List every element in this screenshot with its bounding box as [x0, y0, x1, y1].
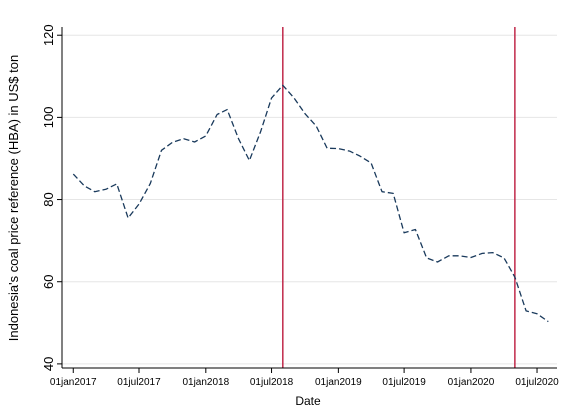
data-point	[172, 142, 173, 143]
data-point	[94, 191, 95, 192]
data-point	[105, 189, 106, 190]
y-tick-label: 80	[41, 192, 56, 206]
data-point	[150, 183, 151, 184]
reference-lines	[282, 27, 516, 368]
x-tick-label: 01jul2017	[117, 377, 161, 388]
data-point	[194, 141, 195, 142]
data-point	[116, 183, 117, 184]
data-point	[73, 173, 74, 174]
data-point	[503, 257, 504, 258]
data-point	[205, 135, 206, 136]
x-axis-title: Date	[295, 394, 321, 408]
data-point	[127, 217, 128, 218]
data-point	[216, 114, 217, 115]
data-point	[338, 148, 339, 149]
data-point	[260, 131, 261, 132]
x-tick-label: 01jan2020	[448, 377, 495, 388]
data-point	[249, 160, 250, 161]
data-point	[282, 85, 283, 86]
y-tick-label: 40	[41, 357, 56, 371]
data-point	[316, 125, 317, 126]
data-point	[526, 310, 527, 311]
data-point	[393, 193, 394, 194]
data-point	[482, 253, 483, 254]
axes	[61, 27, 557, 369]
x-tick-label: 01jan2018	[182, 377, 229, 388]
x-tick-label: 01jan2017	[50, 377, 97, 388]
data-point	[536, 313, 537, 314]
data-point	[448, 255, 449, 256]
data-point	[404, 232, 405, 233]
y-tick-label: 60	[41, 274, 56, 288]
x-tick-label: 01jul2018	[250, 377, 294, 388]
x-tick-label: 01jan2019	[315, 377, 362, 388]
y-axis-title: Indonesia's coal price reference (HBA) i…	[6, 55, 21, 341]
data-point	[459, 255, 460, 256]
data-point	[304, 113, 305, 114]
data-point	[183, 138, 184, 139]
x-axis-ticks: 01jan2017 01jul2017 01jan2018 01jul2018 01ja…	[50, 368, 559, 388]
data-point	[548, 321, 549, 322]
data-point	[349, 150, 350, 151]
y-tick-label: 120	[41, 24, 56, 46]
data-point	[470, 257, 471, 258]
data-point	[437, 261, 438, 262]
data-point	[138, 203, 139, 204]
y-axis-ticks: 40 60 80 100 120	[41, 24, 62, 371]
data-point	[381, 191, 382, 192]
data-point	[426, 257, 427, 258]
data-point	[238, 138, 239, 139]
data-point	[415, 229, 416, 230]
data-point	[84, 185, 85, 186]
data-point	[514, 277, 515, 278]
data-point	[293, 97, 294, 98]
data-point	[370, 162, 371, 163]
gridlines	[62, 34, 557, 365]
data-point	[492, 252, 493, 253]
data-point	[227, 109, 228, 110]
x-tick-label: 01jul2019	[382, 377, 426, 388]
data-point	[271, 97, 272, 98]
data-point	[327, 148, 328, 149]
x-tick-label: 01jul2020	[515, 377, 559, 388]
data-point	[161, 150, 162, 151]
y-tick-label: 100	[41, 107, 56, 129]
data-point	[359, 155, 360, 156]
